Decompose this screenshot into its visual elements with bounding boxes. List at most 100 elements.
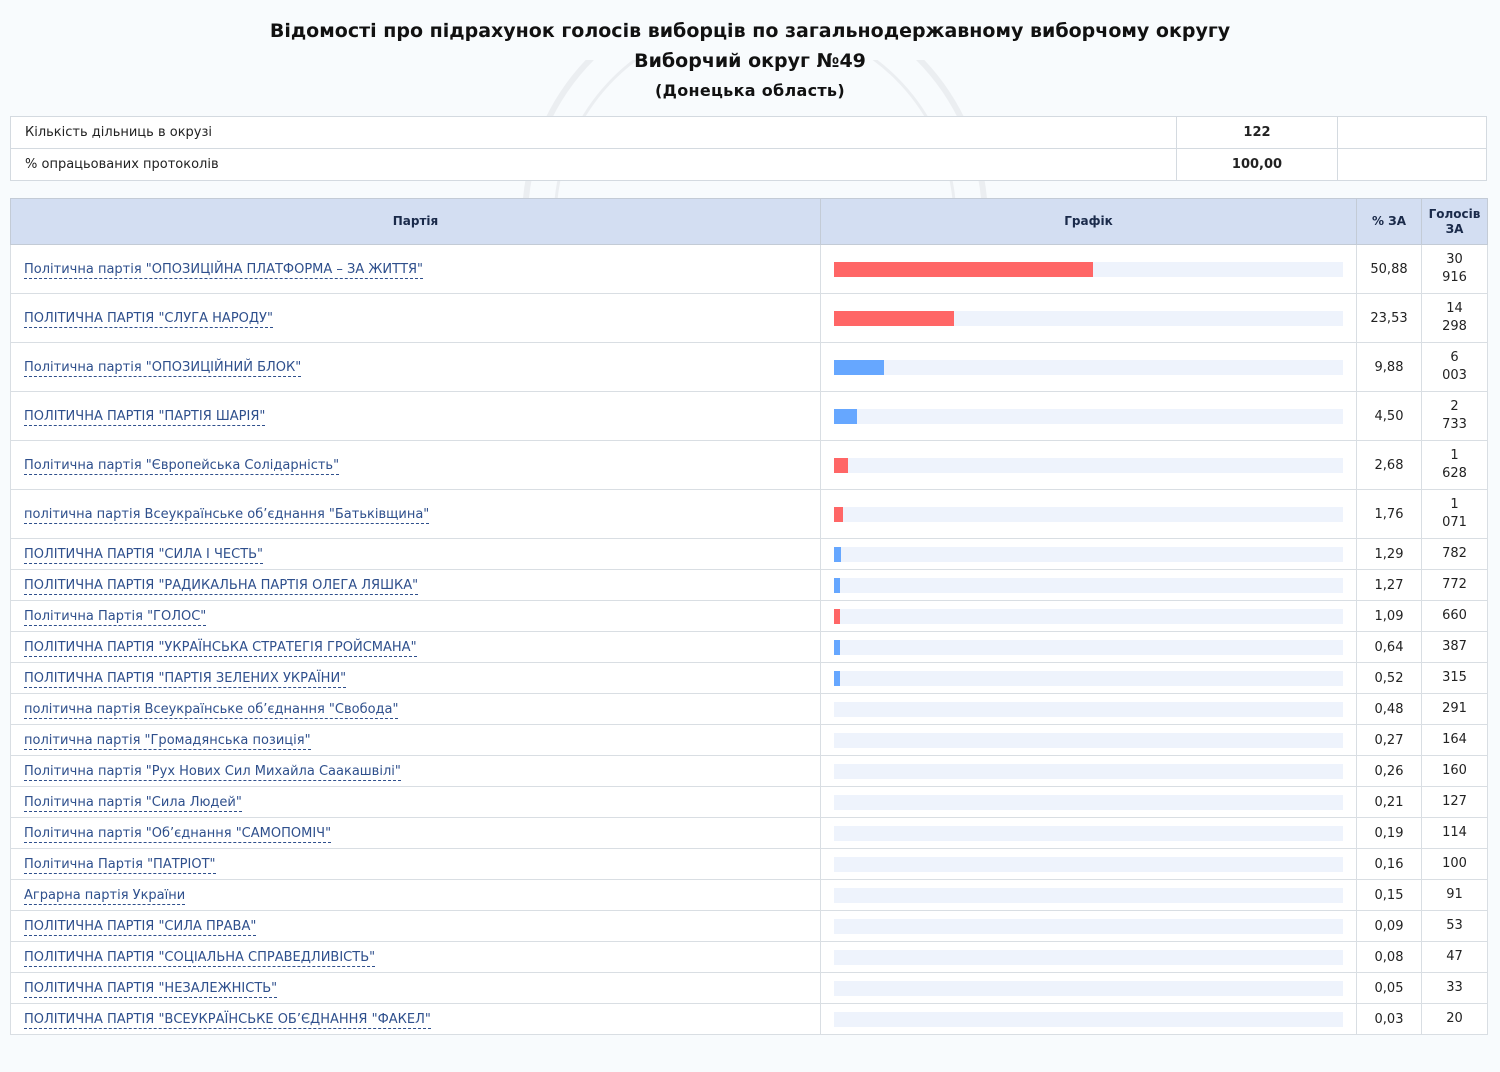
chart-cell [820, 244, 1357, 294]
bar-track [834, 546, 1343, 562]
pct-cell: 23,53 [1356, 293, 1422, 343]
bar-fill [834, 546, 841, 562]
party-link[interactable]: політична партія "Громадянська позиція" [24, 732, 311, 750]
party-cell: політична партія Всеукраїнське об’єднанн… [10, 693, 821, 725]
bar-track [834, 261, 1343, 277]
votes-cell: 114 [1421, 817, 1488, 849]
votes-line1: 20 [1446, 1011, 1463, 1026]
district-info-table: Кількість дільниць в окрузі 122 % опраць… [10, 116, 1487, 181]
party-cell: ПОЛІТИЧНА ПАРТІЯ "СИЛА ПРАВА" [10, 910, 821, 942]
chart-cell [820, 631, 1357, 663]
party-link[interactable]: Політична партія "Об’єднання "САМОПОМІЧ" [24, 825, 332, 843]
party-link[interactable]: Політична Партія "ГОЛОС" [24, 608, 207, 626]
chart-cell [820, 293, 1357, 343]
chart-cell [820, 693, 1357, 725]
pct-cell: 1,27 [1356, 569, 1422, 601]
party-link[interactable]: Політична партія "ОПОЗИЦІЙНА ПЛАТФОРМА –… [24, 261, 424, 279]
party-link[interactable]: ПОЛІТИЧНА ПАРТІЯ "ВСЕУКРАЇНСЬКЕ ОБ’ЄДНАН… [24, 1011, 431, 1029]
votes-cell: 782 [1421, 538, 1488, 570]
bar-track [834, 856, 1343, 872]
pct-cell: 2,68 [1356, 440, 1422, 490]
party-link[interactable]: політична партія Всеукраїнське об’єднанн… [24, 701, 399, 719]
votes-line1: 782 [1442, 546, 1467, 561]
column-header-party[interactable]: Партія [10, 198, 821, 245]
votes-line1: 1 [1450, 448, 1459, 463]
votes-line2: 916 [1442, 270, 1467, 285]
bar-track [834, 763, 1343, 779]
votes-line2: 003 [1442, 368, 1467, 383]
table-row: політична партія Всеукраїнське об’єднанн… [10, 693, 1488, 725]
pct-cell: 0,05 [1356, 972, 1422, 1004]
party-cell: ПОЛІТИЧНА ПАРТІЯ "ПАРТІЯ ШАРІЯ" [10, 391, 821, 441]
table-row: Політична партія "Європейська Солідарніс… [10, 440, 1488, 490]
votes-cell: 100 [1421, 848, 1488, 880]
votes-header-line1: Голосів [1428, 206, 1481, 221]
votes-line1: 91 [1446, 887, 1463, 902]
chart-cell [820, 440, 1357, 490]
votes-line1: 291 [1442, 701, 1467, 716]
party-link[interactable]: ПОЛІТИЧНА ПАРТІЯ "ПАРТІЯ ЗЕЛЕНИХ УКРАЇНИ… [24, 670, 347, 688]
party-link[interactable]: політична партія Всеукраїнське об’єднанн… [24, 506, 430, 524]
pct-cell: 0,64 [1356, 631, 1422, 663]
table-row: Політична партія "Об’єднання "САМОПОМІЧ"… [10, 817, 1488, 849]
bar-track [834, 949, 1343, 965]
votes-line1: 660 [1442, 608, 1467, 623]
votes-header-line2: ЗА [1445, 221, 1464, 236]
table-row: Політична партія "ОПОЗИЦІЙНИЙ БЛОК" 9,88 6… [10, 342, 1488, 392]
party-cell: Політична партія "Сила Людей" [10, 786, 821, 818]
votes-cell: 33 [1421, 972, 1488, 1004]
party-link[interactable]: ПОЛІТИЧНА ПАРТІЯ "СИЛА ПРАВА" [24, 918, 257, 936]
party-link[interactable]: ПОЛІТИЧНА ПАРТІЯ "СИЛА І ЧЕСТЬ" [24, 546, 264, 564]
party-link[interactable]: ПОЛІТИЧНА ПАРТІЯ "СОЦІАЛЬНА СПРАВЕДЛИВІС… [24, 949, 376, 967]
column-header-votes[interactable]: Голосів ЗА [1421, 198, 1488, 245]
votes-line1: 6 [1450, 350, 1459, 365]
votes-line1: 387 [1442, 639, 1467, 654]
party-link[interactable]: Політична партія "Європейська Солідарніс… [24, 457, 340, 475]
bar-fill [834, 670, 840, 686]
table-row: політична партія "Громадянська позиція" 0… [10, 724, 1488, 756]
bar-fill [834, 608, 840, 624]
pct-cell: 0,26 [1356, 755, 1422, 787]
party-link[interactable]: Політична партія "Сила Людей" [24, 794, 242, 812]
info-spacer [1337, 148, 1487, 181]
chart-cell [820, 342, 1357, 392]
column-header-pct[interactable]: % ЗА [1356, 198, 1422, 245]
party-link[interactable]: ПОЛІТИЧНА ПАРТІЯ "ПАРТІЯ ШАРІЯ" [24, 408, 266, 426]
column-header-chart[interactable]: Графік [820, 198, 1357, 245]
chart-cell [820, 848, 1357, 880]
table-row: ПОЛІТИЧНА ПАРТІЯ "СИЛА ПРАВА" 0,09 53 [10, 910, 1488, 942]
pct-cell: 1,29 [1356, 538, 1422, 570]
votes-cell: 6 003 [1421, 342, 1488, 392]
party-link[interactable]: ПОЛІТИЧНА ПАРТІЯ "СЛУГА НАРОДУ" [24, 310, 273, 328]
table-row: Політична Партія "ГОЛОС" 1,09 660 [10, 600, 1488, 632]
party-cell: Політична партія "Європейська Солідарніс… [10, 440, 821, 490]
party-link[interactable]: Політична партія "ОПОЗИЦІЙНИЙ БЛОК" [24, 359, 302, 377]
party-link[interactable]: Політична Партія "ПАТРІОТ" [24, 856, 216, 874]
bar-track [834, 359, 1343, 375]
party-cell: Політична Партія "ПАТРІОТ" [10, 848, 821, 880]
votes-line1: 14 [1446, 301, 1463, 316]
bar-fill [834, 639, 840, 655]
pct-cell: 0,15 [1356, 879, 1422, 911]
pct-cell: 0,19 [1356, 817, 1422, 849]
chart-cell [820, 910, 1357, 942]
bar-fill [834, 261, 1093, 277]
table-row: ПОЛІТИЧНА ПАРТІЯ "ПАРТІЯ ШАРІЯ" 4,50 2 733 [10, 391, 1488, 441]
party-link[interactable]: ПОЛІТИЧНА ПАРТІЯ "УКРАЇНСЬКА СТРАТЕГІЯ Г… [24, 639, 417, 657]
stations-row: Кількість дільниць в окрузі 122 [10, 116, 1487, 149]
party-link[interactable]: Аграрна партія України [24, 887, 186, 905]
bar-track [834, 918, 1343, 934]
party-cell: ПОЛІТИЧНА ПАРТІЯ "ПАРТІЯ ЗЕЛЕНИХ УКРАЇНИ… [10, 662, 821, 694]
votes-cell: 127 [1421, 786, 1488, 818]
votes-cell: 1 071 [1421, 489, 1488, 539]
bar-fill [834, 359, 885, 375]
chart-cell [820, 879, 1357, 911]
bar-fill [834, 506, 843, 522]
party-link[interactable]: Політична партія "Рух Нових Сил Михайла … [24, 763, 401, 781]
party-link[interactable]: ПОЛІТИЧНА ПАРТІЯ "РАДИКАЛЬНА ПАРТІЯ ОЛЕГ… [24, 577, 419, 595]
party-link[interactable]: ПОЛІТИЧНА ПАРТІЯ "НЕЗАЛЕЖНІСТЬ" [24, 980, 278, 998]
party-cell: ПОЛІТИЧНА ПАРТІЯ "УКРАЇНСЬКА СТРАТЕГІЯ Г… [10, 631, 821, 663]
party-cell: ПОЛІТИЧНА ПАРТІЯ "НЕЗАЛЕЖНІСТЬ" [10, 972, 821, 1004]
party-cell: політична партія "Громадянська позиція" [10, 724, 821, 756]
results-table: Партія Графік % ЗА Голосів ЗА Політична п… [10, 198, 1488, 1035]
